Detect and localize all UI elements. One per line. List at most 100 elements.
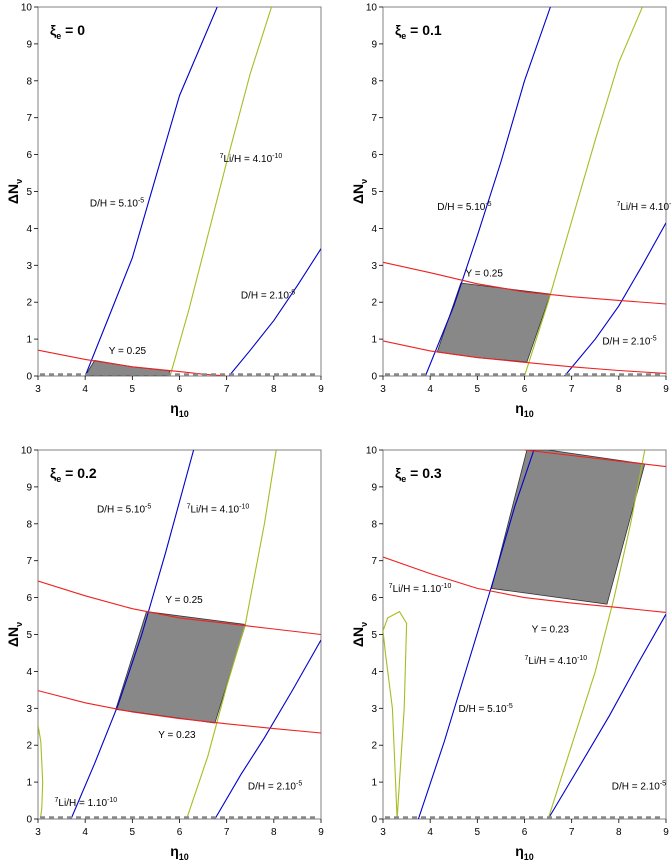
y-axis-label: ΔNν <box>350 179 369 204</box>
x-tick-label: 9 <box>663 384 669 395</box>
series-label-4: Y = 0.25 <box>109 346 147 357</box>
y-axis-label-subscript: ν <box>359 179 369 184</box>
series-label-exponent: -10 <box>577 655 587 662</box>
series-label-text: Y = 0.25 <box>109 346 147 357</box>
series-label-3: 7Li/H = 4.10-10 <box>525 655 588 667</box>
series-label-text: Li/H = 4.10 <box>620 202 669 213</box>
series-label-2: D/H = 2.10-5 <box>612 780 666 792</box>
y-tick-label: 7 <box>26 113 32 124</box>
x-tick-label: 4 <box>82 827 88 838</box>
series-line-1 <box>424 7 551 376</box>
series-label-text: D/H = 2.10 <box>241 291 290 302</box>
series-line-1 <box>84 7 218 376</box>
y-tick-label: 9 <box>371 39 377 50</box>
y-axis-label: ΔNν <box>5 622 24 647</box>
allowed-region <box>491 450 646 605</box>
x-axis-label-subscript: 10 <box>179 409 189 419</box>
y-tick-label: 6 <box>26 593 32 604</box>
series-label-text: Li/H = 4.10 <box>223 154 272 165</box>
x-tick-label: 3 <box>380 384 386 395</box>
y-tick-label: 1 <box>371 335 377 346</box>
series-label-prefix: 7 <box>389 583 393 590</box>
x-tick-label: 6 <box>522 827 528 838</box>
series-line-1 <box>417 450 535 819</box>
series-line-4 <box>38 349 227 376</box>
y-tick-label: 2 <box>371 741 377 752</box>
y-tick-label: 10 <box>21 446 33 457</box>
x-tick-label: 6 <box>177 384 183 395</box>
series-label-exponent: -5 <box>289 290 295 297</box>
y-tick-label: 4 <box>26 224 32 235</box>
series-label-2: D/H = 2.10-5 <box>602 336 656 348</box>
series-label-text: Li/H = 4.10 <box>528 656 577 667</box>
series-label-exponent: -5 <box>138 197 144 204</box>
panel-title-subscript: e <box>401 474 406 484</box>
series-label-exponent: -5 <box>485 201 491 208</box>
x-axis-label-subscript: 10 <box>524 852 534 862</box>
series-label-text: Y = 0.25 <box>466 268 504 279</box>
y-tick-label: 0 <box>371 815 377 826</box>
y-axis-label: ΔNν <box>5 179 24 204</box>
x-tick-label: 9 <box>318 827 324 838</box>
series-label-text: Li/H = 1.10 <box>58 798 107 809</box>
series-label-3: 7Li/H = 4.10-10 <box>187 504 250 516</box>
series-label-4: 7Li/H = 1.10-10 <box>55 797 118 809</box>
x-tick-label: 4 <box>427 827 433 838</box>
series-line-2 <box>564 222 666 376</box>
x-axis-label-subscript: 10 <box>179 852 189 862</box>
x-tick-label: 7 <box>224 827 230 838</box>
y-tick-label: 5 <box>371 630 377 641</box>
series-label-prefix: 7 <box>525 655 529 662</box>
x-tick-label: 3 <box>380 827 386 838</box>
series-label-text: D/H = 5.10 <box>437 202 486 213</box>
plot-area <box>37 6 322 377</box>
y-tick-label: 7 <box>371 113 377 124</box>
series-label-4: 7Li/H = 1.10-10 <box>389 583 452 595</box>
y-tick-label: 6 <box>371 593 377 604</box>
x-tick-label: 3 <box>35 827 41 838</box>
series-line-3 <box>547 450 646 819</box>
series-line-2 <box>214 639 321 819</box>
x-tick-label: 5 <box>475 827 481 838</box>
y-tick-label: 5 <box>371 187 377 198</box>
y-tick-label: 7 <box>371 556 377 567</box>
y-tick-label: 2 <box>26 298 32 309</box>
series-line-2 <box>228 248 321 376</box>
series-line-3 <box>523 7 643 376</box>
panel-title-symbol: ξ <box>395 465 402 481</box>
panel-title-value: = 0 <box>61 22 85 38</box>
series-label-1: D/H = 5.10-5 <box>90 197 144 209</box>
series-line-4 <box>383 610 408 819</box>
series-label-text: D/H = 5.10 <box>97 505 146 516</box>
y-tick-label: 6 <box>26 150 32 161</box>
y-tick-label: 5 <box>26 630 32 641</box>
series-label-prefix: 7 <box>220 153 224 160</box>
x-tick-label: 8 <box>616 827 622 838</box>
x-tick-label: 7 <box>224 384 230 395</box>
series-label-text: Y = 0.25 <box>165 595 203 606</box>
x-tick-label: 4 <box>427 384 433 395</box>
series-line-6 <box>524 450 666 468</box>
series-label-1: D/H = 5.10-5 <box>458 703 512 715</box>
x-axis-label: η10 <box>170 400 189 419</box>
x-tick-label: 8 <box>271 827 277 838</box>
y-tick-label: 10 <box>366 3 378 14</box>
panel-title-value: = 0.3 <box>406 465 442 481</box>
y-axis-label-subscript: ν <box>14 179 24 184</box>
y-tick-label: 8 <box>26 519 32 530</box>
series-label-prefix: 7 <box>55 797 59 804</box>
y-tick-label: 2 <box>26 741 32 752</box>
series-label-exponent: -5 <box>650 336 656 343</box>
series-label-exponent: -10 <box>272 153 282 160</box>
y-axis-label-subscript: ν <box>359 622 369 627</box>
series-label-text: D/H = 2.10 <box>612 781 661 792</box>
series-label-exponent: -5 <box>507 703 513 710</box>
y-tick-label: 0 <box>26 815 32 826</box>
series-label-text: D/H = 2.10 <box>248 781 297 792</box>
panel-title-value: = 0.1 <box>406 22 442 38</box>
panel-title: ξe = 0.2 <box>50 465 97 484</box>
